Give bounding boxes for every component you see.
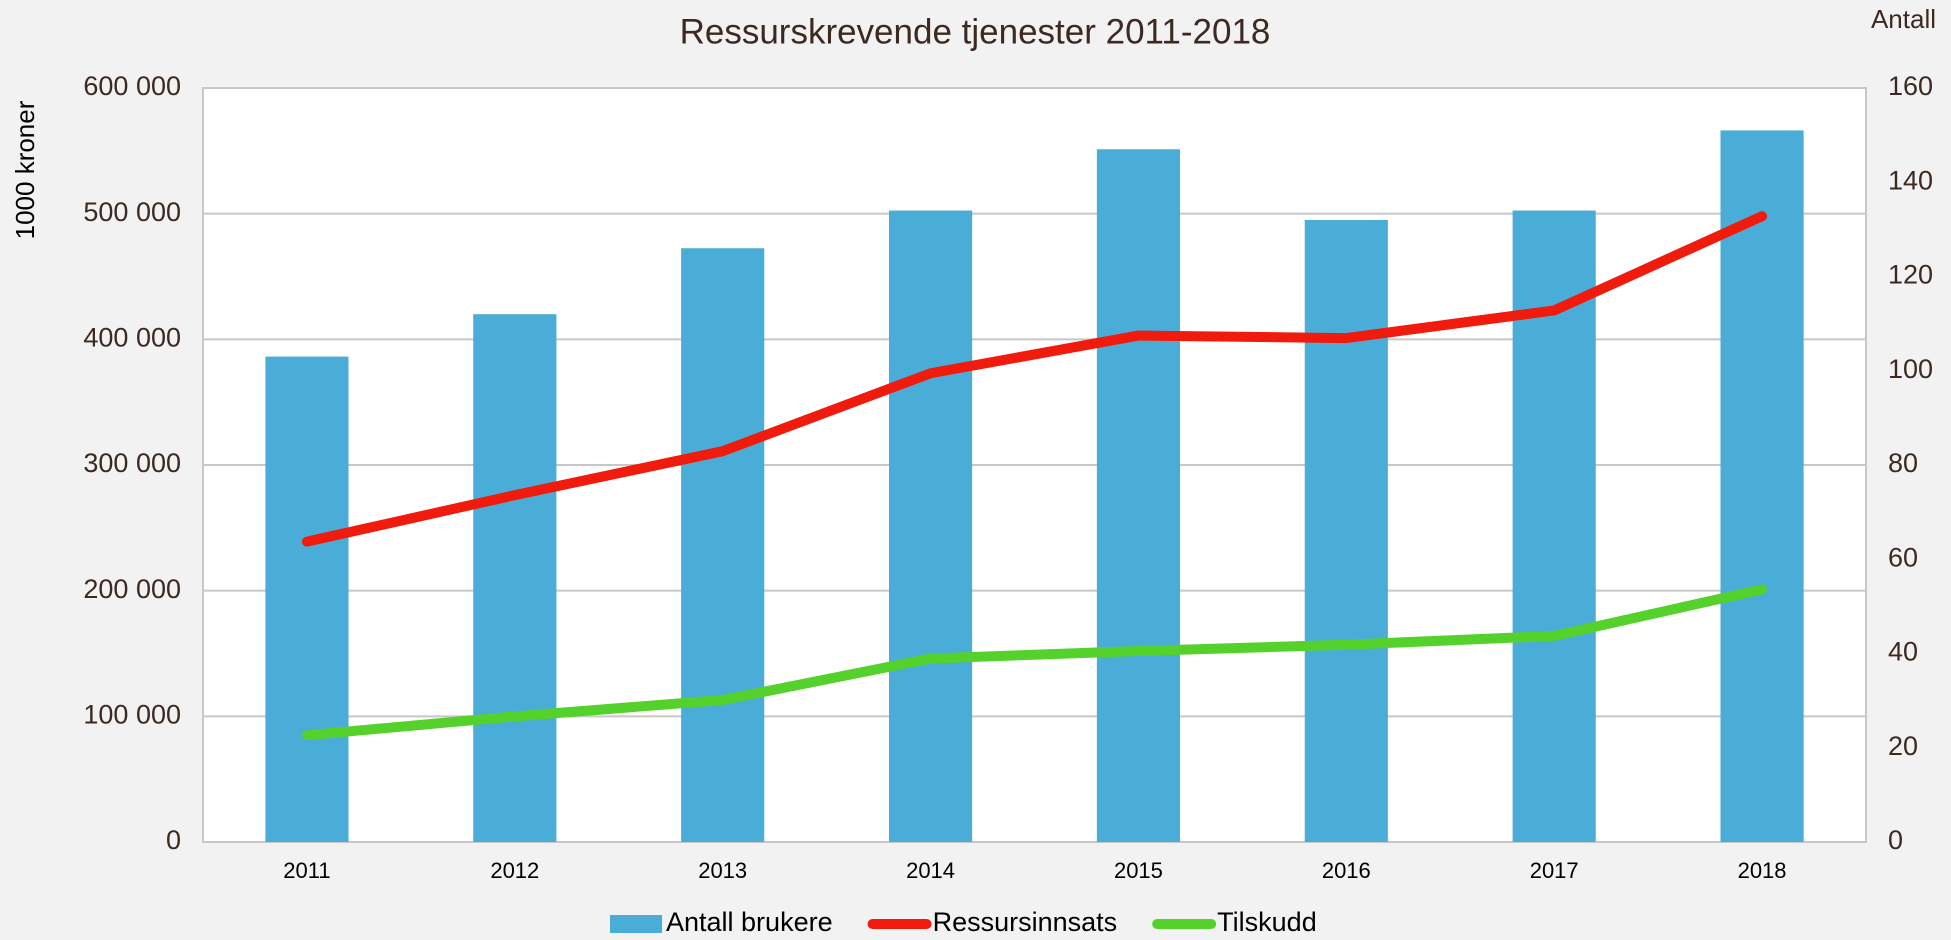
x-tick-label: 2015	[1114, 858, 1163, 883]
chart-title: Ressurskrevende tjenester 2011-2018	[680, 12, 1271, 51]
x-tick-label: 2013	[698, 858, 747, 883]
x-tick-label: 2014	[906, 858, 955, 883]
y2-tick-label: 0	[1888, 825, 1903, 855]
y-tick-label: 0	[166, 825, 181, 855]
bar	[681, 248, 765, 843]
y-tick-label: 500 000	[83, 197, 181, 227]
legend-label: Tilskudd	[1217, 907, 1317, 937]
y-axis-label: 1000 kroner	[10, 100, 40, 239]
y2-tick-label: 120	[1888, 260, 1933, 290]
legend-label: Antall brukere	[666, 907, 833, 937]
y-tick-label: 300 000	[83, 448, 181, 478]
bar	[1096, 149, 1181, 842]
y2-tick-label: 20	[1888, 731, 1918, 761]
x-tick-label: 2012	[490, 858, 539, 883]
bar	[473, 314, 557, 842]
x-tick-label: 2018	[1738, 858, 1787, 883]
y2-tick-label: 80	[1888, 448, 1918, 478]
bar	[888, 210, 973, 842]
legend-swatch	[610, 915, 662, 933]
x-tick-label: 2011	[283, 858, 330, 883]
bar	[1720, 130, 1804, 843]
bar	[1304, 219, 1388, 842]
y2-tick-label: 60	[1888, 542, 1918, 572]
x-tick-label: 2016	[1322, 858, 1371, 883]
y-tick-label: 600 000	[83, 71, 181, 101]
bar	[265, 356, 349, 842]
y2-tick-label: 160	[1888, 71, 1933, 101]
y-tick-label: 200 000	[83, 574, 181, 604]
y-tick-label: 100 000	[83, 699, 181, 729]
y-tick-label: 400 000	[83, 322, 181, 352]
y2-axis-label: Antall	[1871, 4, 1936, 34]
line-series	[301, 211, 1768, 547]
y2-tick-label: 40	[1888, 637, 1918, 667]
y2-tick-label: 100	[1888, 354, 1933, 384]
y2-tick-label: 140	[1888, 165, 1933, 195]
x-tick-label: 2017	[1530, 858, 1579, 883]
legend-label: Ressursinnsats	[933, 907, 1118, 937]
line-series	[301, 584, 1768, 741]
